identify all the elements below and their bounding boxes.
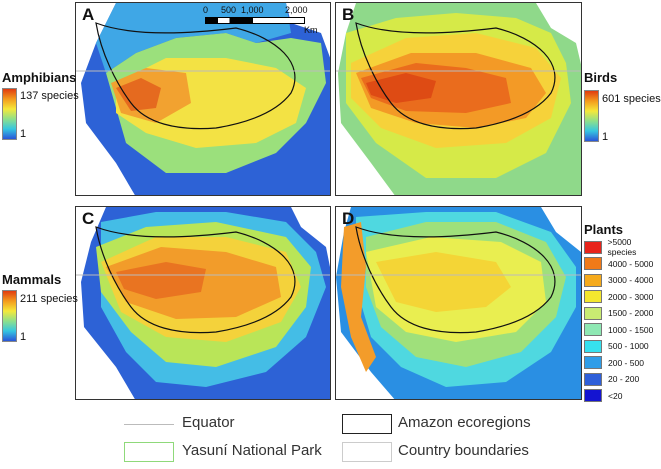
scale-bar: 0 500 1,000 2,000 Km <box>203 5 318 35</box>
map-d-graphic <box>336 207 581 399</box>
plants-legend: >5000 species 4000 - 5000 3000 - 4000 2000 … <box>584 237 661 405</box>
plants-legend-label: 1500 - 2000 <box>608 308 654 319</box>
scale-tick-label: 0 <box>203 5 209 15</box>
plants-legend-row: 2000 - 3000 <box>584 289 661 306</box>
scale-tick-label: 500 <box>221 5 237 15</box>
plants-legend-label: 20 - 200 <box>608 374 640 385</box>
plants-legend-title: Plants <box>584 222 624 237</box>
map-a-graphic <box>76 3 330 195</box>
map-c-graphic <box>76 207 330 399</box>
birds-legend-min: 1 <box>602 131 609 143</box>
amphibians-legend-title: Amphibians <box>2 70 77 85</box>
scale-tick-label: 1,000 <box>241 5 264 15</box>
map-panel-d: D <box>335 206 582 400</box>
ecoregions-symbol <box>342 414 392 434</box>
plants-legend-swatch <box>584 339 602 353</box>
plants-legend-swatch <box>584 257 602 271</box>
mammals-legend-max: 211 species <box>20 293 78 305</box>
plants-legend-label: >5000 species <box>607 237 637 258</box>
plants-legend-swatch <box>584 356 602 370</box>
ecoregions-legend-label: Amazon ecoregions <box>398 414 531 431</box>
boundaries-legend-label: Country boundaries <box>398 442 529 459</box>
equator-line-symbol <box>124 424 174 425</box>
amphibians-gradient <box>2 88 17 140</box>
mammals-legend-title: Mammals <box>2 272 62 287</box>
amphibians-legend-max: 137 species <box>20 90 79 102</box>
panel-letter: D <box>342 209 355 228</box>
plants-legend-swatch <box>584 240 602 254</box>
plants-legend-swatch <box>584 372 602 386</box>
birds-legend-max: 601 species <box>602 93 661 105</box>
plants-legend-swatch <box>584 323 602 337</box>
birds-gradient <box>584 90 599 142</box>
plants-legend-label: <20 <box>608 390 623 401</box>
plants-legend-row: <20 <box>584 388 661 405</box>
plants-legend-label: 4000 - 5000 <box>608 258 654 269</box>
plants-legend-row: 1000 - 1500 <box>584 322 661 339</box>
plants-legend-label: 1000 - 1500 <box>608 324 654 335</box>
map-panel-a: A <box>75 2 331 196</box>
mammals-legend-min: 1 <box>20 331 27 343</box>
map-panel-b: B <box>335 2 582 196</box>
plants-legend-row: 500 - 1000 <box>584 338 661 355</box>
scale-unit: Km <box>304 25 318 35</box>
plants-legend-swatch <box>584 389 602 403</box>
yasuni-legend-label: Yasuní National Park <box>182 442 322 459</box>
plants-legend-row: >5000 species <box>584 237 661 258</box>
plants-legend-row: 1500 - 2000 <box>584 305 661 322</box>
map-b-graphic <box>336 3 581 195</box>
panel-letter: B <box>342 5 355 24</box>
plants-legend-swatch <box>584 306 602 320</box>
plants-legend-row: 20 - 200 <box>584 371 661 388</box>
birds-legend-title: Birds <box>584 70 618 85</box>
plants-legend-swatch <box>584 290 602 304</box>
plants-legend-row: 200 - 500 <box>584 355 661 372</box>
map-panel-c: C <box>75 206 331 400</box>
panel-letter: A <box>82 5 95 24</box>
plants-legend-label: 2000 - 3000 <box>608 291 654 302</box>
plants-legend-swatch <box>584 273 602 287</box>
amphibians-legend-min: 1 <box>20 128 27 140</box>
plants-legend-row: 3000 - 4000 <box>584 272 661 289</box>
boundaries-symbol <box>342 442 392 462</box>
equator-legend-label: Equator <box>182 414 235 431</box>
scale-tick-label: 2,000 <box>285 5 308 15</box>
plants-legend-label: 200 - 500 <box>608 357 644 368</box>
plants-legend-label: 3000 - 4000 <box>608 275 654 286</box>
plants-legend-label: 500 - 1000 <box>608 341 649 352</box>
plants-legend-row: 4000 - 5000 <box>584 256 661 273</box>
panel-letter: C <box>82 209 95 228</box>
yasuni-symbol <box>124 442 174 462</box>
mammals-gradient <box>2 290 17 342</box>
